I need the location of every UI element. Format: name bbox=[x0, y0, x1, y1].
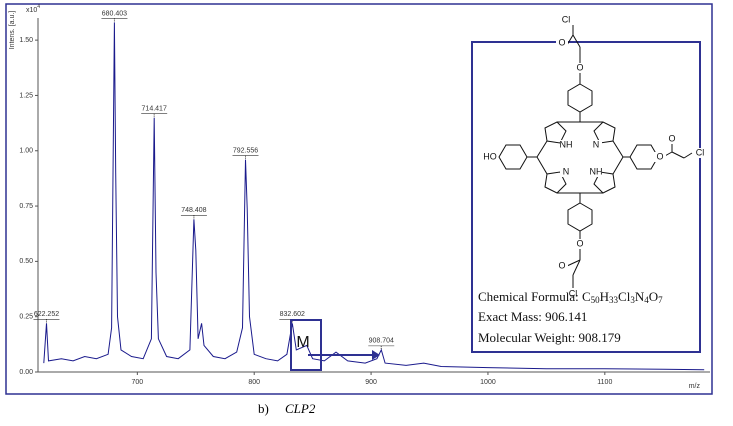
y-tick-label: 1.00 bbox=[19, 148, 33, 155]
peak-label: 792.556 bbox=[233, 147, 258, 154]
atom-label: O bbox=[656, 151, 663, 161]
atom-bg bbox=[560, 167, 572, 177]
annotation: M bbox=[296, 334, 309, 351]
peak-label: 832.602 bbox=[280, 311, 305, 318]
formula-subscript: 3 bbox=[630, 295, 635, 305]
atom-bg bbox=[666, 134, 678, 144]
y-tick-label: 0.75 bbox=[19, 203, 33, 210]
formula: Chemical Formula: C50H33Cl3N4O7 bbox=[478, 289, 663, 305]
formula-subscript: 33 bbox=[609, 295, 619, 305]
y-tick-label: 0.50 bbox=[19, 258, 33, 265]
formula-subscript: 4 bbox=[644, 295, 649, 305]
atom-label: Cl bbox=[696, 147, 705, 157]
y-tick-label: 0.25 bbox=[19, 314, 33, 321]
atom-bg bbox=[556, 261, 568, 271]
formula-part: O bbox=[649, 289, 658, 304]
atom-bg bbox=[556, 38, 568, 48]
peak-label: 680.403 bbox=[102, 10, 127, 17]
y-tick-label: 1.25 bbox=[19, 92, 33, 99]
formula-subscript: 7 bbox=[658, 295, 663, 305]
formula-subscript: 50 bbox=[591, 295, 601, 305]
atom-bg bbox=[484, 152, 496, 162]
x-tick-label: 1100 bbox=[597, 379, 612, 386]
exact-mass: Exact Mass: 906.141 bbox=[478, 309, 587, 324]
y-axis-label: Intens. [a.u.] bbox=[9, 11, 16, 50]
formula-part: N bbox=[635, 289, 645, 304]
caption-name: CLP2 bbox=[285, 401, 316, 416]
y-unit-exp: 4 bbox=[37, 4, 40, 10]
peak-label: 908.704 bbox=[369, 338, 394, 345]
x-tick-label: 900 bbox=[365, 379, 377, 386]
molecular-weight: Molecular Weight: 908.179 bbox=[478, 330, 621, 345]
atom-label: Cl bbox=[569, 288, 578, 298]
atom-label: O bbox=[558, 260, 565, 270]
y-unit-base: x10 bbox=[26, 7, 37, 14]
spectrum bbox=[43, 22, 705, 371]
atom-label: NH bbox=[590, 166, 603, 176]
x-tick-label: 1000 bbox=[480, 379, 496, 386]
atom-bg bbox=[567, 289, 579, 299]
atom-label: Cl bbox=[562, 14, 571, 24]
atom-bg bbox=[560, 15, 572, 25]
atom-bg bbox=[590, 140, 602, 150]
peak-label: 622.252 bbox=[34, 311, 59, 318]
atom-label: O bbox=[576, 62, 583, 72]
annotation-box bbox=[290, 319, 322, 371]
peak-label: 714.417 bbox=[142, 105, 167, 112]
y-tick-label: 0.00 bbox=[19, 369, 33, 376]
atom-bg bbox=[654, 152, 666, 162]
atom-bg bbox=[560, 140, 572, 150]
formula-part: H bbox=[600, 289, 609, 304]
atom-bg bbox=[574, 239, 586, 249]
x-axis-label: m/z bbox=[689, 383, 701, 390]
atom-label: O bbox=[668, 133, 675, 143]
arrow-head bbox=[372, 350, 380, 360]
atom-bg bbox=[574, 63, 586, 73]
caption-label: b) bbox=[258, 401, 269, 416]
x-tick-label: 800 bbox=[248, 379, 260, 386]
inset-box bbox=[471, 41, 701, 353]
atom-bg bbox=[590, 167, 602, 177]
formula-part: Chemical Formula: C bbox=[478, 289, 591, 304]
atom-label: NH bbox=[560, 139, 573, 149]
peak-label: 748.408 bbox=[181, 207, 206, 214]
atom-label: HO bbox=[483, 151, 497, 161]
atom-bg bbox=[694, 148, 706, 158]
atom-label: N bbox=[563, 166, 570, 176]
atom-label: N bbox=[593, 139, 600, 149]
formula-part: Cl bbox=[618, 289, 631, 304]
atom-label: O bbox=[558, 37, 565, 47]
x-tick-label: 700 bbox=[131, 379, 143, 386]
y-tick-label: 1.50 bbox=[19, 37, 33, 44]
y-unit: x104 bbox=[26, 4, 40, 14]
plot: 0.00 0.25 0.50 0.75 1.00 1.25 1.50 700 800 900 100… bbox=[19, 10, 710, 386]
atom-label: O bbox=[576, 238, 583, 248]
